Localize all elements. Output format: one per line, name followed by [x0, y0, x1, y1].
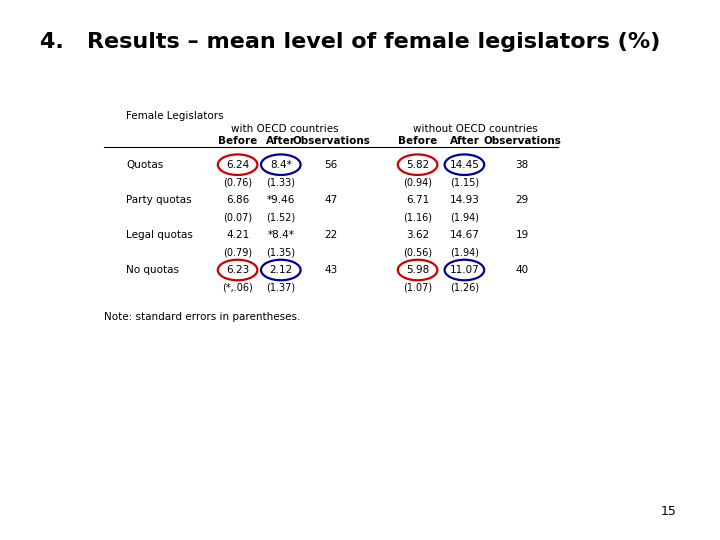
Text: After: After: [449, 136, 480, 146]
Text: 5.98: 5.98: [406, 265, 429, 275]
Text: 5.82: 5.82: [406, 160, 429, 170]
Text: (0.76): (0.76): [223, 178, 252, 187]
Text: 56: 56: [325, 160, 338, 170]
Text: 11.07: 11.07: [449, 265, 480, 275]
Text: Observations: Observations: [483, 136, 561, 146]
Text: (1.94): (1.94): [450, 248, 479, 258]
Text: No quotas: No quotas: [126, 265, 179, 275]
Text: 6.24: 6.24: [226, 160, 249, 170]
Text: 29: 29: [516, 195, 528, 205]
Text: 4.   Results – mean level of female legislators (%): 4. Results – mean level of female legisl…: [40, 32, 660, 52]
Text: 15: 15: [661, 505, 677, 518]
Text: (0.94): (0.94): [403, 178, 432, 187]
Text: Female Legislators: Female Legislators: [126, 111, 224, 121]
Text: 19: 19: [516, 230, 528, 240]
Text: Legal quotas: Legal quotas: [126, 230, 193, 240]
Text: 2.12: 2.12: [269, 265, 292, 275]
Text: (1.94): (1.94): [450, 213, 479, 222]
Text: 8.4*: 8.4*: [270, 160, 292, 170]
Text: 47: 47: [325, 195, 338, 205]
Text: 43: 43: [325, 265, 338, 275]
Text: with OECD countries: with OECD countries: [230, 124, 338, 134]
Text: *8.4*: *8.4*: [267, 230, 294, 240]
Text: Quotas: Quotas: [126, 160, 163, 170]
Text: 4.21: 4.21: [226, 230, 249, 240]
Text: Before: Before: [218, 136, 257, 146]
Text: Party quotas: Party quotas: [126, 195, 192, 205]
Text: 6.71: 6.71: [406, 195, 429, 205]
Text: Observations: Observations: [292, 136, 370, 146]
Text: (1.35): (1.35): [266, 248, 295, 258]
Text: (*,.06): (*,.06): [222, 283, 253, 293]
Text: 14.93: 14.93: [449, 195, 480, 205]
Text: 6.86: 6.86: [226, 195, 249, 205]
Text: (1.07): (1.07): [403, 283, 432, 293]
Text: 6.23: 6.23: [226, 265, 249, 275]
Text: (1.37): (1.37): [266, 283, 295, 293]
Text: without OECD countries: without OECD countries: [413, 124, 538, 134]
Text: (1.26): (1.26): [450, 283, 479, 293]
Text: (1.52): (1.52): [266, 213, 295, 222]
Text: 22: 22: [325, 230, 338, 240]
Text: 38: 38: [516, 160, 528, 170]
Text: (1.15): (1.15): [450, 178, 479, 187]
Text: (0.56): (0.56): [403, 248, 432, 258]
Text: *9.46: *9.46: [266, 195, 295, 205]
Text: 40: 40: [516, 265, 528, 275]
Text: (1.16): (1.16): [403, 213, 432, 222]
Text: Before: Before: [398, 136, 437, 146]
Text: (0.07): (0.07): [223, 213, 252, 222]
Text: After: After: [266, 136, 296, 146]
Text: (0.79): (0.79): [223, 248, 252, 258]
Text: Note: standard errors in parentheses.: Note: standard errors in parentheses.: [104, 312, 301, 322]
Text: 14.67: 14.67: [449, 230, 480, 240]
Text: 14.45: 14.45: [449, 160, 480, 170]
Text: (1.33): (1.33): [266, 178, 295, 187]
Text: 3.62: 3.62: [406, 230, 429, 240]
